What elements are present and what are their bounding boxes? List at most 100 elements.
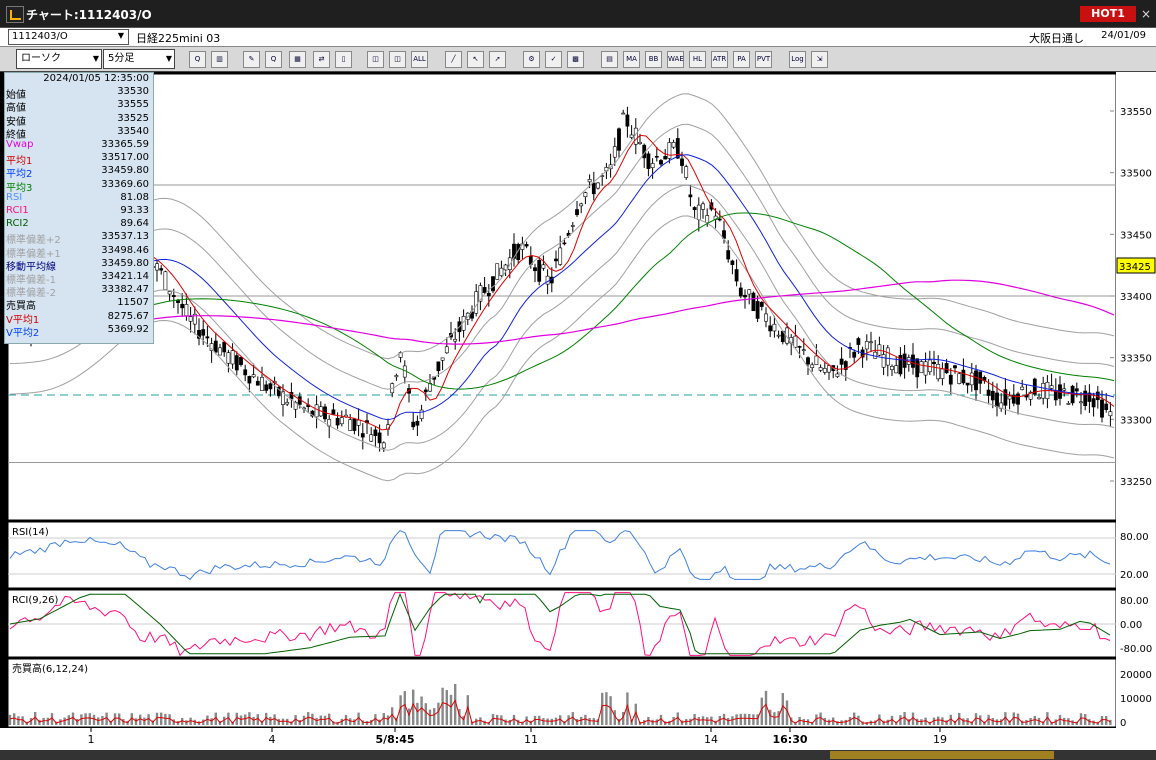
lower-band-1 (9, 184, 1115, 451)
data-panel-label: V平均1 (6, 314, 40, 326)
candle-body (705, 215, 710, 223)
volume-tick-label: 10000 (1120, 694, 1152, 705)
candle-body (348, 419, 353, 431)
chevron-down-icon[interactable]: ▼ (117, 31, 125, 40)
candle-body (239, 357, 243, 365)
candle-icon[interactable]: ◫ (367, 51, 384, 68)
volume-bar (777, 711, 780, 725)
lower-band-2 (9, 215, 1115, 482)
export-icon[interactable]: ⇲ (811, 51, 828, 68)
pvt-icon[interactable]: PVT (755, 51, 772, 68)
volume-bar (210, 718, 213, 725)
data-panel-label: RCI1 (6, 205, 29, 216)
volume-bar (134, 718, 138, 725)
candle-body (671, 142, 676, 148)
vwap-line (10, 279, 1115, 345)
candle-body (247, 376, 252, 384)
data-panel-row: V平均2 5369.92 (5, 323, 151, 339)
search-icon[interactable]: Q (265, 51, 282, 68)
disabled-icon[interactable]: ▯ (335, 51, 352, 68)
candle-body (512, 243, 516, 259)
atr-icon[interactable]: ATR (711, 51, 728, 68)
split-icon[interactable]: ▥ (211, 51, 228, 68)
volume-bar (386, 715, 390, 725)
ma-icon[interactable]: MA (623, 51, 640, 68)
pa-icon[interactable]: PA (733, 51, 750, 68)
candle-body (1091, 398, 1096, 408)
draw-icon[interactable]: ✎ (243, 51, 260, 68)
candle-body (251, 374, 256, 378)
arrow-icon[interactable]: ➚ (489, 51, 506, 68)
volume-bar (189, 717, 192, 725)
volume-bar (886, 719, 889, 725)
color-icon[interactable]: ▩ (567, 51, 584, 68)
chart-type-select[interactable]: ローソク ▼ (16, 49, 102, 69)
compare-icon[interactable]: ⇄ (313, 51, 330, 68)
cursor-icon[interactable]: ↖ (467, 51, 484, 68)
candle-body (596, 182, 600, 189)
close-icon[interactable]: × (1140, 7, 1152, 21)
candle-alt-icon[interactable]: ◫ (389, 51, 406, 68)
volume-bar (781, 693, 784, 725)
candle-body (776, 334, 781, 337)
settings-icon[interactable]: ⚙ (523, 51, 540, 68)
data-panel-label: 平均1 (6, 156, 33, 168)
volume-bar (647, 717, 650, 725)
log-icon[interactable]: Log (789, 51, 806, 68)
candle-body (894, 365, 899, 374)
line-icon[interactable]: ╱ (445, 51, 462, 68)
volume-tick-label: 20000 (1120, 670, 1152, 681)
candle-body (663, 156, 668, 160)
bb-icon[interactable]: BB (645, 51, 662, 68)
chart-icon[interactable]: ▦ (289, 51, 306, 68)
volume-bar (764, 690, 768, 725)
candle-body (486, 292, 491, 297)
volume-bar (601, 692, 604, 725)
data-panel-value: 5369.92 (107, 323, 149, 335)
volume-panel-title: 売買高(6,12,24) (12, 662, 88, 675)
volume-bar (449, 694, 453, 725)
candle-body (352, 418, 357, 431)
candle-body (268, 383, 273, 390)
data-panel-row: 終値 33540 (5, 126, 151, 141)
volume-bar (130, 713, 133, 725)
data-panel-row: 標準偏差-1 33421.14 (5, 271, 151, 286)
volume-bar (1029, 717, 1032, 725)
volume-bar (941, 717, 944, 725)
volume-bar (701, 716, 705, 725)
interval-select[interactable]: 5分足 ▼ (103, 49, 175, 69)
hl-icon[interactable]: HL (689, 51, 706, 68)
tools-icon[interactable]: ✓ (545, 51, 562, 68)
candle-body (537, 260, 542, 282)
candle-body (533, 267, 537, 272)
candle-body (1108, 411, 1113, 417)
volume-profile-icon[interactable]: ▤ (601, 51, 618, 68)
volume-bar (164, 713, 167, 725)
hot-button[interactable]: HOT1 (1080, 6, 1136, 22)
time-axis-label: 19 (933, 733, 947, 746)
volume-bar (500, 715, 503, 725)
candle-body (440, 357, 445, 361)
volume-bar (785, 700, 789, 725)
volume-bar (622, 711, 625, 725)
market-label: 大阪日通し (1029, 32, 1084, 45)
symbol-input[interactable]: 1112403/O (8, 29, 129, 45)
volume-bar (46, 717, 49, 725)
candle-body (612, 146, 617, 158)
data-panel-value: 33517.00 (101, 152, 149, 164)
candle-body (579, 203, 584, 207)
candle-body (339, 417, 344, 425)
volume-bar (315, 717, 318, 725)
candle-body (1007, 395, 1012, 400)
volume-bar (59, 719, 62, 725)
candle-body (180, 303, 185, 309)
wae-icon[interactable]: WAE (667, 51, 684, 68)
zoom-icon[interactable]: Q (189, 51, 206, 68)
volume-bar (357, 712, 360, 725)
candle-body (218, 347, 222, 356)
volume-bar (248, 712, 251, 725)
chart-canvas[interactable]: 33550 33500 33450 33400 33350 33300 33250 33425… (0, 72, 1156, 760)
volume-bar (802, 718, 805, 725)
all-icon[interactable]: ALL (411, 51, 428, 68)
volume-bar (227, 712, 230, 725)
